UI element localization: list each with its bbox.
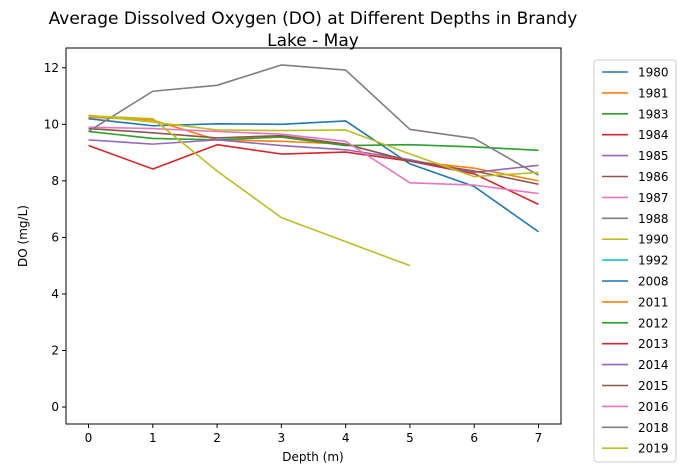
x-tick-label: 2 (213, 431, 221, 445)
x-tick-label: 4 (342, 431, 350, 445)
legend-entry-1983: 1983 (638, 107, 669, 121)
legend-entry-1992: 1992 (638, 254, 669, 268)
legend: 1980 1981 1983 1984 1985 1986 1987 1988 1990 1992… (593, 59, 677, 463)
legend-entry-1981: 1981 (638, 86, 669, 100)
legend-entry-1980: 1980 (638, 66, 669, 80)
legend-entry-2015: 2015 (638, 379, 669, 393)
legend-entry-1987: 1987 (638, 191, 669, 205)
x-tick-label: 0 (85, 431, 93, 445)
legend-entry-1986: 1986 (638, 170, 669, 184)
y-tick-label: 10 (44, 117, 59, 131)
legend-entry-2008: 2008 (638, 275, 669, 289)
y-tick-label: 6 (51, 230, 59, 244)
x-tick-label: 3 (278, 431, 286, 445)
y-axis-label: DO (mg/L) (16, 205, 30, 267)
plot-frame (65, 47, 562, 425)
legend-frame (593, 59, 677, 463)
legend-entry-2016: 2016 (638, 400, 669, 414)
y-axis: 0 2 4 6 8 10 12 (44, 61, 66, 414)
x-tick-label: 6 (470, 431, 478, 445)
y-tick-label: 8 (51, 174, 59, 188)
series-line-1988 (88, 64, 539, 176)
series-line-1985 (88, 139, 539, 174)
legend-entry-1984: 1984 (638, 128, 669, 142)
legend-entry-1990: 1990 (638, 233, 669, 247)
series-line-2019 (88, 114, 539, 178)
legend-entry-2018: 2018 (638, 421, 669, 435)
legend-entry-1985: 1985 (638, 149, 669, 163)
series-line-1987 (88, 126, 539, 195)
x-axis-label: Depth (m) (282, 450, 343, 464)
legend-entry-1988: 1988 (638, 212, 669, 226)
plot-lines (88, 64, 539, 267)
series-line-1984 (88, 143, 539, 206)
legend-entry-2014: 2014 (638, 358, 669, 372)
chart-title-line-1: Average Dissolved Oxygen (DO) at Differe… (49, 9, 578, 29)
x-tick-label: 7 (535, 431, 543, 445)
chart-title: Average Dissolved Oxygen (DO) at Differe… (49, 9, 578, 51)
x-axis: 0 1 2 3 4 5 6 7 (85, 424, 543, 445)
legend-entry-2012: 2012 (638, 316, 669, 330)
y-tick-label: 12 (44, 61, 59, 75)
legend-entry-2019: 2019 (638, 442, 669, 456)
legend-entry-2011: 2011 (638, 295, 669, 309)
series-line-1983 (88, 130, 539, 152)
chart-title-line-2: Lake - May (267, 31, 359, 51)
series-line-1990 (88, 115, 411, 267)
x-tick-label: 1 (149, 431, 157, 445)
series-line-1986 (88, 127, 539, 186)
y-tick-label: 0 (51, 400, 59, 414)
x-tick-label: 5 (406, 431, 414, 445)
series-line-1980 (88, 117, 539, 233)
legend-entry-2013: 2013 (638, 337, 669, 351)
y-tick-label: 4 (51, 287, 59, 301)
y-tick-label: 2 (51, 343, 59, 357)
